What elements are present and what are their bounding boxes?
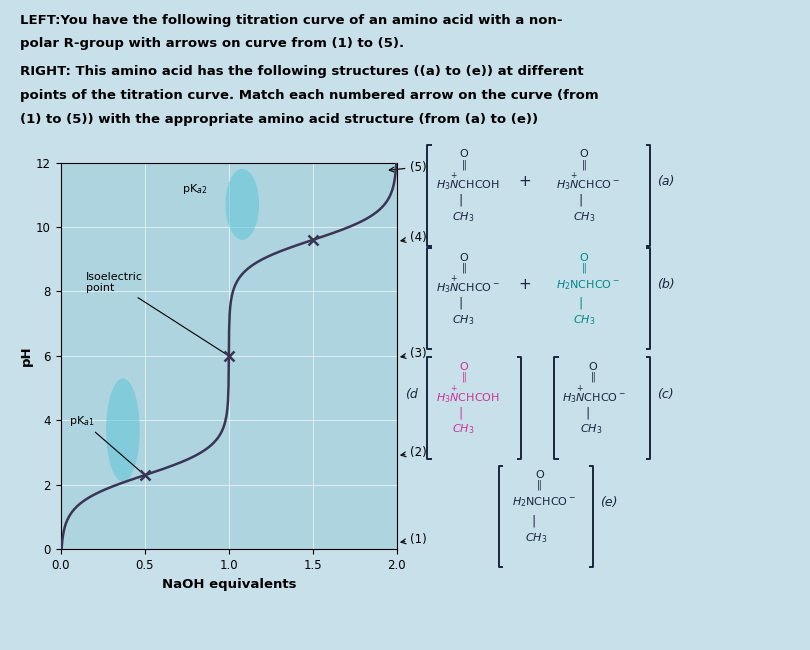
Text: (a): (a) — [658, 175, 675, 188]
Text: pK$_{a1}$: pK$_{a1}$ — [69, 413, 143, 473]
Text: |: | — [458, 407, 463, 420]
Text: (d: (d — [405, 388, 418, 401]
Text: $CH_3$: $CH_3$ — [573, 210, 595, 224]
Text: |: | — [586, 407, 590, 420]
Text: ‖: ‖ — [582, 262, 586, 273]
Text: O: O — [459, 150, 468, 159]
Text: ‖: ‖ — [582, 159, 586, 170]
Text: $CH_3$: $CH_3$ — [452, 422, 474, 436]
Text: O: O — [589, 362, 597, 372]
Text: $H_3\overset{+}{N}$CHCO$^-$: $H_3\overset{+}{N}$CHCO$^-$ — [561, 383, 625, 406]
Text: $H_3\overset{+}{N}$CHCO$^-$: $H_3\overset{+}{N}$CHCO$^-$ — [556, 170, 620, 193]
Y-axis label: pH: pH — [20, 346, 33, 366]
Text: polar R-group with arrows on curve from (1) to (5).: polar R-group with arrows on curve from … — [20, 37, 404, 50]
Text: ‖: ‖ — [462, 372, 467, 382]
Text: |: | — [532, 515, 536, 528]
Text: (3): (3) — [401, 348, 427, 361]
Text: LEFT:You have the following titration curve of an amino acid with a non-: LEFT:You have the following titration cu… — [20, 14, 563, 27]
Text: $H_2$NCHCO$^-$: $H_2$NCHCO$^-$ — [512, 496, 576, 510]
Text: $H_3\overset{+}{N}$CHCOH: $H_3\overset{+}{N}$CHCOH — [437, 383, 501, 406]
Text: $CH_3$: $CH_3$ — [526, 530, 548, 545]
Text: O: O — [459, 362, 468, 372]
Text: Isoelectric
point: Isoelectric point — [86, 272, 227, 354]
Text: (e): (e) — [600, 496, 618, 509]
Text: (1): (1) — [401, 533, 427, 546]
Text: ‖: ‖ — [462, 159, 467, 170]
Text: $H_3\overset{+}{N}$CHCO$^-$: $H_3\overset{+}{N}$CHCO$^-$ — [437, 273, 500, 296]
Text: $CH_3$: $CH_3$ — [452, 210, 474, 224]
Ellipse shape — [106, 378, 140, 482]
Text: +: + — [518, 174, 531, 189]
Text: points of the titration curve. Match each numbered arrow on the curve (from: points of the titration curve. Match eac… — [20, 89, 599, 102]
Text: ‖: ‖ — [462, 262, 467, 273]
Text: +: + — [518, 278, 531, 292]
Text: (1) to (5)) with the appropriate amino acid structure (from (a) to (e)): (1) to (5)) with the appropriate amino a… — [20, 113, 539, 126]
Text: O: O — [579, 150, 588, 159]
Text: (5): (5) — [390, 161, 427, 174]
Text: pK$_{a2}$: pK$_{a2}$ — [181, 181, 207, 196]
Text: (b): (b) — [658, 278, 675, 291]
Text: $H_2$NCHCO$^-$: $H_2$NCHCO$^-$ — [556, 278, 620, 292]
Text: $CH_3$: $CH_3$ — [452, 313, 474, 327]
Text: |: | — [458, 194, 463, 207]
Text: O: O — [459, 253, 468, 263]
Text: O: O — [535, 471, 544, 480]
Text: (c): (c) — [658, 388, 674, 401]
Text: (2): (2) — [401, 446, 427, 459]
Text: ‖: ‖ — [590, 372, 595, 382]
Text: |: | — [458, 297, 463, 310]
Text: $CH_3$: $CH_3$ — [573, 313, 595, 327]
Text: RIGHT: This amino acid has the following structures ((a) to (e)) at different: RIGHT: This amino acid has the following… — [20, 65, 584, 78]
X-axis label: NaOH equivalents: NaOH equivalents — [161, 578, 296, 591]
Text: $H_3\overset{+}{N}$CHCOH: $H_3\overset{+}{N}$CHCOH — [437, 170, 501, 193]
Text: |: | — [578, 297, 582, 310]
Ellipse shape — [225, 169, 259, 240]
Text: ‖: ‖ — [537, 480, 542, 491]
Text: $CH_3$: $CH_3$ — [580, 422, 603, 436]
Text: |: | — [578, 194, 582, 207]
Text: (4): (4) — [401, 231, 427, 244]
Text: O: O — [579, 253, 588, 263]
